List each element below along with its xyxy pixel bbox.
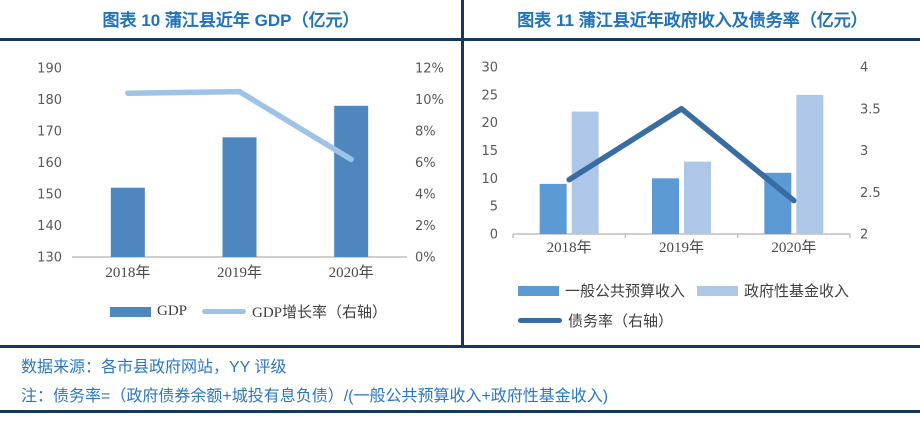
svg-text:2019年: 2019年 xyxy=(217,264,262,281)
legend-item-budget-revenue: 一般公共预算收入 xyxy=(518,280,685,301)
svg-text:2%: 2% xyxy=(415,219,436,234)
svg-text:190: 190 xyxy=(37,62,62,77)
legend-item-gdp: GDP xyxy=(110,303,187,320)
chart-panel-gdp: 130 140 150 160 170 180 190 0% 2% 4% 6% 8% 10% 12% 201… xyxy=(0,40,462,322)
svg-text:4: 4 xyxy=(860,61,868,76)
footer-note-area: 数据来源：各市县政府网站，YY 评级 注：债务率=（政府债券余额+城投有息负债）… xyxy=(0,345,920,413)
svg-text:3.5: 3.5 xyxy=(860,102,881,117)
fund-revenue-bar-swatch xyxy=(697,285,739,296)
svg-text:10: 10 xyxy=(481,172,498,187)
svg-text:2.5: 2.5 xyxy=(860,186,881,201)
revenue-debt-chart-legend: 一般公共预算收入 政府性基金收入 债务率（右轴） xyxy=(465,280,920,331)
legend-row-line: 债务率（右轴） xyxy=(518,310,920,331)
legend-item-debt-ratio: 债务率（右轴） xyxy=(518,310,673,331)
chart-title-revenue-debt: 图表 11 蒲江县近年政府收入及债务率（亿元） xyxy=(517,11,868,30)
svg-text:180: 180 xyxy=(37,93,62,108)
title-rule xyxy=(0,38,920,41)
legend-label-budget-revenue: 一般公共预算收入 xyxy=(565,284,686,300)
budget-revenue-bar-swatch xyxy=(518,285,559,296)
svg-text:5: 5 xyxy=(490,200,498,215)
svg-text:0: 0 xyxy=(490,228,498,243)
svg-text:30: 30 xyxy=(481,61,498,76)
legend-label-debt-ratio: 债务率（右轴） xyxy=(568,314,674,330)
chart-panel-revenue-debt: 0 5 10 15 20 25 30 2 2.5 3 3.5 4 2018年 2019年 2020年 一般公… xyxy=(465,40,920,331)
svg-text:8%: 8% xyxy=(415,125,436,140)
gdp-combo-chart: 130 140 150 160 170 180 190 0% 2% 4% 6% 8% 10% 12% 201… xyxy=(37,62,444,282)
svg-text:140: 140 xyxy=(37,219,62,234)
chart-title-gdp: 图表 10 蒲江县近年 GDP（亿元） xyxy=(102,11,360,30)
svg-text:25: 25 xyxy=(481,88,498,103)
svg-text:2: 2 xyxy=(860,228,868,243)
svg-text:2018年: 2018年 xyxy=(105,264,150,281)
data-source-text: 数据来源：各市县政府网站，YY 评级 xyxy=(21,359,287,376)
gdp-growth-line-swatch xyxy=(202,309,247,314)
svg-text:130: 130 xyxy=(37,251,62,266)
svg-text:12%: 12% xyxy=(415,62,444,77)
legend-item-fund-revenue: 政府性基金收入 xyxy=(697,280,849,301)
svg-text:20: 20 xyxy=(481,116,498,131)
gdp-bar-swatch xyxy=(110,306,151,317)
debt-ratio-formula-note: 注：债务率=（政府债券余额+城投有息负债）/(一般公共预算收入+政府性基金收入) xyxy=(21,388,609,405)
panel-divider xyxy=(461,0,464,348)
svg-text:150: 150 xyxy=(37,188,62,203)
svg-text:2020年: 2020年 xyxy=(329,264,374,281)
svg-text:10%: 10% xyxy=(415,93,444,108)
svg-text:170: 170 xyxy=(37,125,62,140)
svg-text:2018年: 2018年 xyxy=(547,239,592,256)
svg-text:2019年: 2019年 xyxy=(659,239,704,256)
svg-text:3: 3 xyxy=(860,144,868,159)
svg-text:15: 15 xyxy=(481,144,498,159)
svg-text:2020年: 2020年 xyxy=(771,239,816,256)
legend-item-gdp-growth: GDP增长率（右轴） xyxy=(202,301,387,322)
svg-text:160: 160 xyxy=(37,156,62,171)
debt-ratio-line-swatch xyxy=(518,318,562,323)
legend-label-gdp: GDP xyxy=(157,303,188,319)
svg-text:6%: 6% xyxy=(415,156,436,171)
svg-text:0%: 0% xyxy=(415,251,436,266)
legend-row-bars: 一般公共预算收入 政府性基金收入 xyxy=(518,280,920,301)
legend-label-gdp-growth: GDP增长率（右轴） xyxy=(252,305,388,321)
revenue-debt-combo-chart: 0 5 10 15 20 25 30 2 2.5 3 3.5 4 2018年 2019年 2020年 xyxy=(481,61,881,257)
svg-text:4%: 4% xyxy=(415,188,436,203)
legend-label-fund-revenue: 政府性基金收入 xyxy=(744,284,850,300)
gdp-chart-legend: GDP GDP增长率（右轴） xyxy=(0,301,462,322)
